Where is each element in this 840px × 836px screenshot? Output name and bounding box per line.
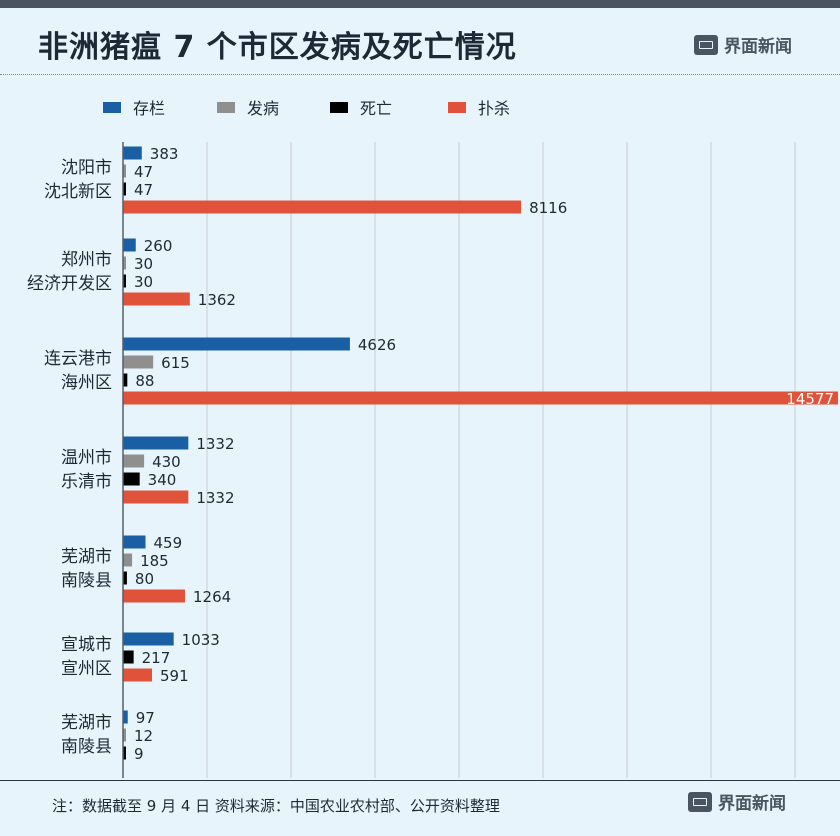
category-label-line2: 经济开发区 — [27, 274, 112, 294]
data-label: 47 — [134, 163, 153, 181]
category-label-line2: 沈北新区 — [44, 182, 112, 202]
bar — [123, 436, 189, 450]
legend-swatch — [217, 101, 235, 113]
legend-item: 死亡 — [330, 95, 392, 119]
bar — [123, 535, 146, 549]
brand-icon — [688, 791, 712, 812]
data-label: 1362 — [198, 291, 236, 309]
bar — [123, 746, 126, 760]
bar — [123, 632, 174, 646]
bar-chart: 3834747811626030301362462661588145771332… — [122, 142, 838, 778]
category-label-line2: 南陵县 — [61, 571, 112, 591]
bar — [123, 256, 126, 270]
chart-title: 非洲猪瘟 7 个市区发病及死亡情况 — [38, 30, 517, 65]
data-label: 9 — [134, 745, 144, 763]
header-divider — [0, 74, 840, 75]
category-label-line2: 海州区 — [61, 373, 112, 393]
category-label-line1: 温州市 — [61, 448, 112, 468]
data-label: 14577 — [786, 390, 834, 408]
brand-logo-top: 界面新闻 — [694, 32, 792, 57]
data-label: 47 — [134, 181, 153, 199]
data-label: 430 — [152, 453, 181, 471]
bar — [123, 200, 522, 214]
data-label: 30 — [134, 255, 153, 273]
bar — [123, 472, 140, 486]
top-bar — [0, 0, 840, 8]
data-label: 80 — [135, 570, 154, 588]
bar — [123, 728, 126, 742]
bar — [123, 355, 154, 369]
category-label-line1: 芜湖市 — [61, 713, 112, 733]
data-label: 12 — [134, 727, 153, 745]
brand-name: 界面新闻 — [724, 37, 792, 57]
bar — [123, 454, 145, 468]
data-label: 97 — [136, 709, 155, 727]
bar — [123, 274, 126, 288]
category-label-line1: 连云港市 — [44, 349, 112, 369]
brand-logo-bottom: 界面新闻 — [688, 789, 786, 814]
bar — [123, 668, 152, 682]
legend-label: 死亡 — [360, 99, 393, 118]
bar — [123, 238, 136, 252]
bar — [123, 650, 134, 664]
category-label: 温州市 乐清市 — [2, 446, 112, 494]
category-label: 宣城市 宣州区 — [2, 633, 112, 681]
bar — [123, 146, 142, 160]
category-label: 连云港市海州区 — [2, 347, 112, 395]
footer-divider — [0, 780, 840, 781]
data-label: 615 — [161, 354, 190, 372]
legend-item: 扑杀 — [448, 95, 510, 119]
legend-swatch — [330, 101, 348, 113]
category-label: 沈阳市沈北新区 — [2, 156, 112, 204]
data-label: 1332 — [196, 435, 234, 453]
brand-name: 界面新闻 — [718, 794, 786, 814]
bar — [123, 373, 128, 387]
legend-item: 发病 — [217, 95, 279, 119]
bar — [123, 391, 838, 405]
data-label: 383 — [150, 145, 179, 163]
legend-swatch — [103, 101, 121, 113]
data-label: 340 — [148, 471, 177, 489]
bar — [123, 571, 127, 585]
data-label: 260 — [144, 237, 173, 255]
data-label: 1332 — [196, 489, 234, 507]
category-label-line2: 宣州区 — [61, 659, 112, 679]
category-label-line2: 乐清市 — [61, 472, 112, 492]
bar — [123, 337, 350, 351]
category-label-line1: 芜湖市 — [61, 547, 112, 567]
category-label-line2: 南陵县 — [61, 737, 112, 757]
data-label: 1033 — [182, 631, 220, 649]
bar — [123, 553, 133, 567]
category-label: 郑州市经济开发区 — [2, 248, 112, 296]
data-label: 185 — [140, 552, 169, 570]
legend-label: 存栏 — [133, 99, 166, 118]
category-label: 芜湖市 南陵县 — [2, 545, 112, 593]
legend-item: 存栏 — [103, 95, 165, 119]
data-label: 459 — [154, 534, 183, 552]
legend-label: 扑杀 — [478, 99, 511, 118]
bar — [123, 710, 128, 724]
bar — [123, 490, 189, 504]
legend-swatch — [448, 101, 466, 113]
data-label: 30 — [134, 273, 153, 291]
category-label: 芜湖市 南陵县 — [2, 711, 112, 759]
data-label: 88 — [135, 372, 154, 390]
footnote: 注：数据截至 9 月 4 日 资料来源：中国农业农村部、公开资料整理 — [52, 797, 500, 815]
data-label: 591 — [160, 667, 189, 685]
category-label-line1: 郑州市 — [61, 250, 112, 270]
category-label-line1: 沈阳市 — [61, 158, 112, 178]
category-label-line1: 宣城市 — [61, 635, 112, 655]
bar — [123, 182, 126, 196]
data-label: 4626 — [358, 336, 396, 354]
brand-icon — [694, 34, 718, 55]
data-label: 8116 — [529, 199, 567, 217]
data-label: 217 — [142, 649, 171, 667]
bar — [123, 164, 126, 178]
bar — [123, 589, 185, 603]
data-label: 1264 — [193, 588, 231, 606]
legend-label: 发病 — [247, 99, 280, 118]
legend: 存栏 发病 死亡 扑杀 — [0, 95, 840, 119]
bar — [123, 292, 190, 306]
